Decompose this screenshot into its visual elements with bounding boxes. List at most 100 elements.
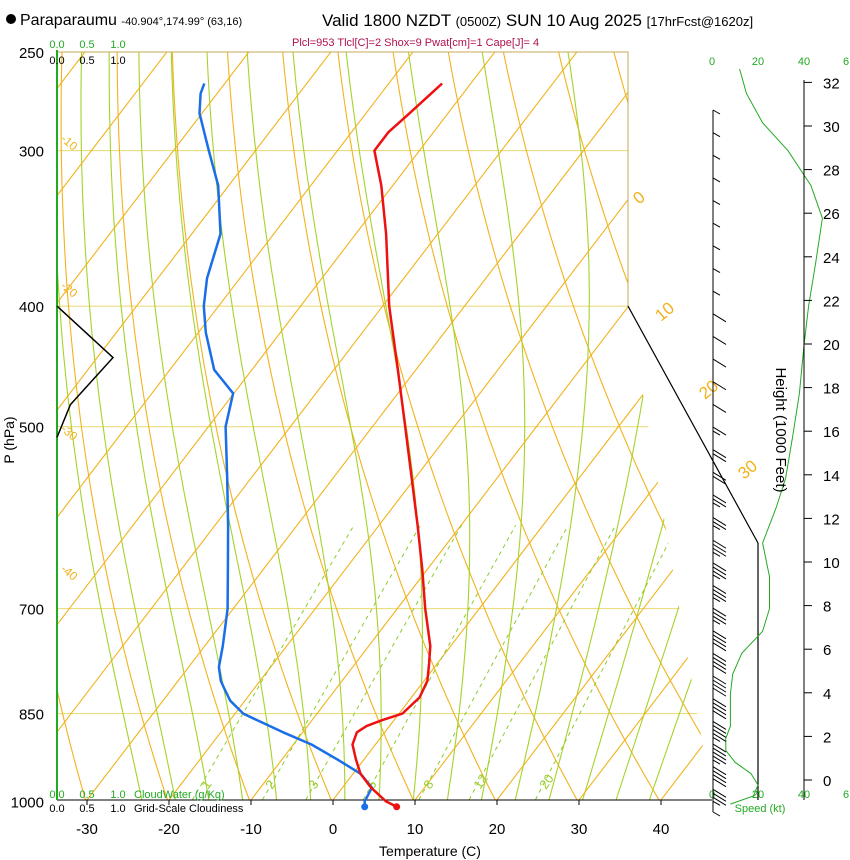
moist-adiabat — [205, 52, 313, 800]
barb-half-flag — [712, 200, 721, 206]
height-tick-label: 10 — [823, 555, 840, 572]
barb-flag — [712, 566, 727, 576]
dewpoint-line — [198, 83, 374, 807]
cloudiness-line — [56, 305, 115, 438]
barb-flag — [712, 778, 727, 788]
mixing-ratio-line — [414, 525, 569, 800]
barb-half-flag — [712, 502, 721, 508]
isotherm-line — [65, 52, 677, 800]
barb-flag — [712, 665, 727, 674]
barb-half-flag — [712, 525, 721, 531]
wind-barb — [712, 358, 727, 368]
barb-flag — [712, 657, 727, 666]
barb-flag — [712, 751, 727, 761]
x-tick-label: -30 — [76, 821, 98, 838]
barb-flag — [712, 642, 727, 652]
height-tick-label: 26 — [823, 206, 840, 223]
cloudwater-tick-bottom: 0.5 — [79, 789, 94, 801]
x-tick-label: 40 — [653, 821, 670, 838]
barb-half-flag — [712, 132, 721, 138]
pressure-tick-label: 700 — [19, 602, 44, 619]
valid-date: SUN 10 Aug 2025 — [505, 11, 642, 30]
height-guide-line — [627, 305, 759, 800]
cloudiness-tick-top: 1.0 — [110, 55, 125, 67]
mixing-ratio-label: 2 — [262, 777, 278, 792]
height-tick-label: 14 — [823, 468, 840, 485]
isotherm-label: 0 — [629, 187, 648, 208]
wind-barb — [712, 743, 727, 765]
height-tick-label: 6 — [823, 642, 831, 659]
cloudwater-label: CloudWater (g/Kg) — [134, 789, 225, 801]
wind-barb — [712, 494, 727, 508]
moist-adiabat — [639, 52, 712, 800]
barb-flag — [712, 653, 727, 662]
forecast-info: [17hrFcst@1620z] — [646, 14, 754, 29]
barb-half-flag — [712, 222, 721, 228]
barb-flag — [712, 796, 727, 806]
height-tick-label: 24 — [823, 250, 840, 267]
dry-adiabat — [443, 52, 712, 800]
barb-half-flag — [712, 759, 721, 765]
barb-flag — [712, 774, 727, 784]
moist-adiabat — [343, 52, 423, 800]
barb-half-flag — [712, 430, 721, 436]
moist-adiabat — [170, 52, 280, 800]
wind-barb — [712, 200, 721, 206]
dry-adiabat — [171, 52, 344, 800]
speed-label: Speed (kt) — [735, 803, 786, 815]
isotherm-label: 20 — [695, 376, 722, 403]
barb-flag — [712, 358, 727, 368]
barb-flag — [712, 702, 727, 712]
isotherm-line — [311, 52, 712, 800]
height-tick-label: 32 — [823, 75, 840, 92]
barb-flag — [712, 336, 727, 345]
dry-adiabat — [552, 52, 712, 800]
isotherm-line — [557, 52, 712, 800]
pressure-tick-label: 500 — [19, 420, 44, 437]
wind-barb — [712, 811, 721, 817]
moist-adiabat — [606, 52, 712, 800]
barb-flag — [712, 698, 727, 708]
moist-adiabat — [80, 52, 182, 800]
wind-barb — [712, 653, 727, 674]
plot-top-border — [57, 51, 629, 307]
isotherm-line — [229, 52, 712, 800]
height-tick-label: 4 — [823, 686, 831, 703]
dry-adiabat — [334, 52, 594, 800]
isotherm-line — [57, 52, 513, 800]
station-coords: -40.904°,174.99° (63,16) — [121, 16, 243, 28]
barb-flag — [712, 728, 727, 738]
indices-line: Plcl=953 Tlcl[C]=2 Shox=9 Pwat[cm]=1 Cap… — [292, 37, 540, 49]
height-tick-label: 2 — [823, 729, 831, 746]
wind-barb — [712, 426, 727, 436]
pressure-tick-label: 300 — [19, 144, 44, 161]
wind-barb — [712, 109, 721, 115]
height-tick-label: 12 — [823, 511, 840, 528]
wind-barb — [712, 562, 727, 580]
pressure-tick-label: 1000 — [11, 794, 44, 811]
barb-flag — [712, 453, 727, 463]
barb-flag — [712, 521, 727, 531]
barb-flag — [712, 562, 727, 572]
moist-adiabat — [573, 52, 712, 800]
height-tick-label: 30 — [823, 119, 840, 136]
dry-adiabat — [389, 52, 677, 800]
wind-barb — [712, 268, 721, 273]
wind-barb — [712, 313, 727, 323]
cloudiness-tick-top: 0.5 — [79, 55, 94, 67]
wind-barb — [712, 154, 721, 160]
height-tick-label: 18 — [823, 381, 840, 398]
barb-flag — [712, 706, 727, 716]
y-axis-title: P (hPa) — [1, 416, 17, 463]
barb-flag — [712, 449, 727, 459]
barb-flag — [712, 471, 727, 481]
wind-barb — [712, 222, 721, 228]
barb-flag — [712, 475, 727, 485]
isotherm-line — [57, 52, 267, 800]
moist-adiabat — [138, 52, 247, 800]
isotherm-line — [639, 52, 712, 800]
wind-speed-line — [725, 68, 823, 805]
cloudiness-tick-bottom: 1.0 — [110, 803, 125, 815]
